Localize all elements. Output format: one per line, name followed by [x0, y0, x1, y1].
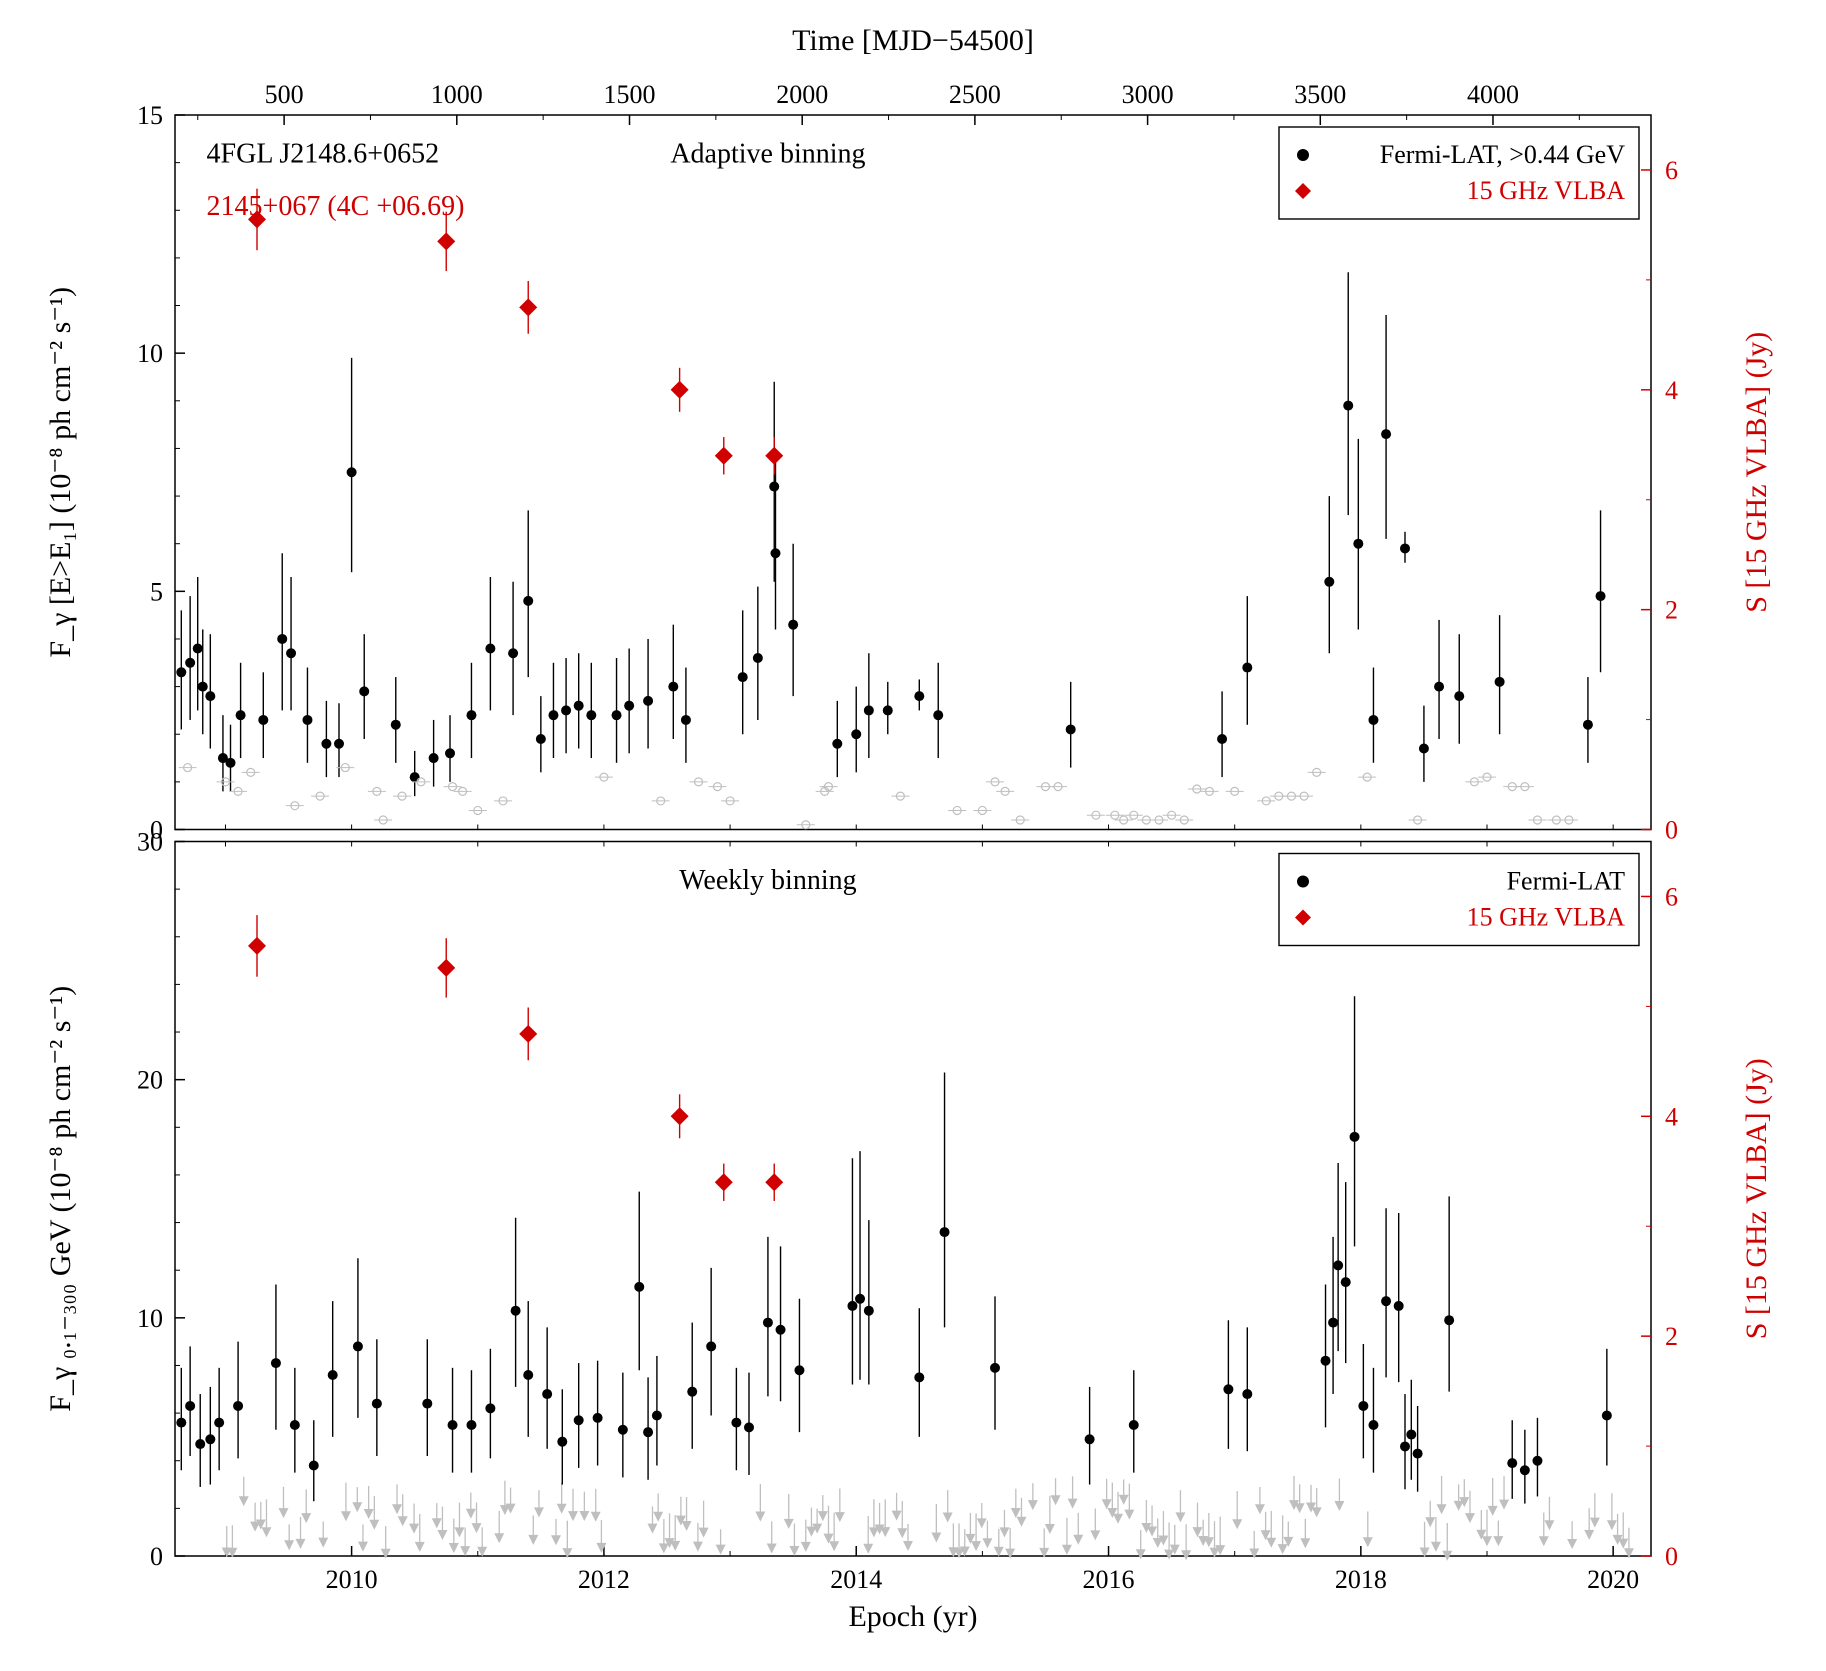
svg-text:20: 20: [137, 1066, 163, 1095]
svg-text:6: 6: [1665, 882, 1678, 911]
svg-text:4: 4: [1665, 1102, 1678, 1131]
svg-text:15: 15: [137, 101, 163, 130]
svg-text:S [15 GHz VLBA] (Jy): S [15 GHz VLBA] (Jy): [1740, 332, 1773, 613]
svg-text:2000: 2000: [776, 80, 828, 109]
svg-text:Fermi-LAT: Fermi-LAT: [1507, 867, 1626, 896]
svg-text:3500: 3500: [1294, 80, 1346, 109]
svg-text:Epoch (yr): Epoch (yr): [848, 1600, 977, 1633]
svg-text:10: 10: [137, 339, 163, 368]
svg-text:2016: 2016: [1083, 1565, 1135, 1594]
svg-text:500: 500: [265, 80, 304, 109]
svg-text:2014: 2014: [830, 1565, 882, 1594]
svg-text:1500: 1500: [604, 80, 656, 109]
svg-text:2145+067 (4C +06.69): 2145+067 (4C +06.69): [207, 191, 465, 222]
svg-text:1000: 1000: [431, 80, 483, 109]
svg-text:3000: 3000: [1122, 80, 1174, 109]
svg-text:4: 4: [1665, 376, 1678, 405]
svg-text:15 GHz VLBA: 15 GHz VLBA: [1467, 903, 1626, 932]
svg-text:Fermi-LAT, >0.44 GeV: Fermi-LAT, >0.44 GeV: [1380, 140, 1625, 169]
lightcurve-chart: Time [MJD−54500]500100015002000250030003…: [20, 20, 1806, 1651]
svg-text:15 GHz VLBA: 15 GHz VLBA: [1467, 176, 1626, 205]
svg-text:4FGL J2148.6+0652: 4FGL J2148.6+0652: [207, 139, 440, 170]
svg-text:2010: 2010: [326, 1565, 378, 1594]
svg-text:2020: 2020: [1587, 1565, 1639, 1594]
svg-text:6: 6: [1665, 156, 1678, 185]
svg-text:Weekly binning: Weekly binning: [679, 865, 856, 896]
svg-text:0: 0: [1665, 1542, 1678, 1571]
svg-text:4000: 4000: [1467, 80, 1519, 109]
svg-text:2012: 2012: [578, 1565, 630, 1594]
svg-text:30: 30: [137, 828, 163, 857]
svg-text:F_γ ₀.₁₋₃₀₀ GeV (10⁻⁸ ph cm⁻²: F_γ ₀.₁₋₃₀₀ GeV (10⁻⁸ ph cm⁻² s⁻¹): [44, 986, 77, 1412]
svg-text:2018: 2018: [1335, 1565, 1387, 1594]
svg-text:10: 10: [137, 1304, 163, 1333]
svg-text:F_γ [E>E₁] (10⁻⁸ ph cm⁻² s⁻¹): F_γ [E>E₁] (10⁻⁸ ph cm⁻² s⁻¹): [44, 287, 77, 658]
svg-text:2: 2: [1665, 596, 1678, 625]
svg-text:2: 2: [1665, 1322, 1678, 1351]
svg-text:2500: 2500: [949, 80, 1001, 109]
svg-text:0: 0: [150, 1542, 163, 1571]
chart-container: Time [MJD−54500]500100015002000250030003…: [20, 20, 1806, 1651]
svg-text:S [15 GHz VLBA] (Jy): S [15 GHz VLBA] (Jy): [1740, 1058, 1773, 1339]
svg-text:Adaptive binning: Adaptive binning: [670, 139, 865, 170]
svg-text:0: 0: [1665, 816, 1678, 845]
svg-text:5: 5: [150, 577, 163, 606]
svg-text:Time [MJD−54500]: Time [MJD−54500]: [792, 24, 1034, 57]
